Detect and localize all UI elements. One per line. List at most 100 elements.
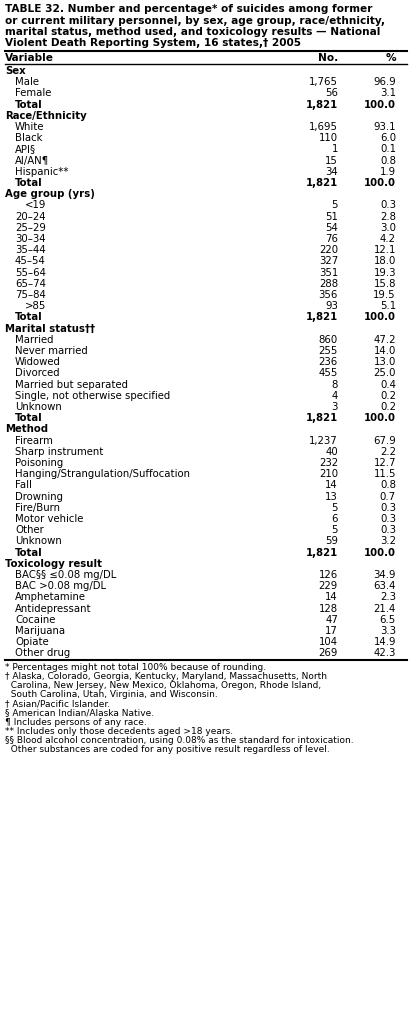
Text: 1,821: 1,821 bbox=[306, 414, 338, 424]
Text: Sharp instrument: Sharp instrument bbox=[15, 447, 103, 457]
Text: 40: 40 bbox=[325, 447, 338, 457]
Text: Carolina, New Jersey, New Mexico, Oklahoma, Oregon, Rhode Island,: Carolina, New Jersey, New Mexico, Oklaho… bbox=[5, 681, 321, 690]
Text: 14.0: 14.0 bbox=[374, 346, 396, 356]
Text: 20–24: 20–24 bbox=[15, 211, 46, 221]
Text: Marijuana: Marijuana bbox=[15, 626, 65, 636]
Text: † Alaska, Colorado, Georgia, Kentucky, Maryland, Massachusetts, North: † Alaska, Colorado, Georgia, Kentucky, M… bbox=[5, 672, 327, 681]
Text: 100.0: 100.0 bbox=[364, 548, 396, 558]
Text: Hanging/Strangulation/Suffocation: Hanging/Strangulation/Suffocation bbox=[15, 469, 190, 480]
Text: 126: 126 bbox=[319, 570, 338, 580]
Text: <19: <19 bbox=[25, 200, 47, 210]
Text: 6.5: 6.5 bbox=[380, 615, 396, 625]
Text: 110: 110 bbox=[319, 133, 338, 143]
Text: 93: 93 bbox=[325, 301, 338, 311]
Text: Firearm: Firearm bbox=[15, 436, 53, 446]
Text: South Carolina, Utah, Virginia, and Wisconsin.: South Carolina, Utah, Virginia, and Wisc… bbox=[5, 690, 218, 699]
Text: §§ Blood alcohol concentration, using 0.08% as the standard for intoxication.: §§ Blood alcohol concentration, using 0.… bbox=[5, 737, 353, 745]
Text: 55–64: 55–64 bbox=[15, 267, 46, 277]
Text: 54: 54 bbox=[325, 223, 338, 233]
Text: 236: 236 bbox=[319, 358, 338, 367]
Text: 104: 104 bbox=[319, 637, 338, 647]
Text: No.: No. bbox=[318, 53, 338, 63]
Text: 100.0: 100.0 bbox=[364, 178, 396, 188]
Text: 65–74: 65–74 bbox=[15, 278, 46, 289]
Text: 35–44: 35–44 bbox=[15, 245, 46, 255]
Text: 2.3: 2.3 bbox=[380, 592, 396, 602]
Text: 75–84: 75–84 bbox=[15, 290, 46, 300]
Text: 30–34: 30–34 bbox=[15, 234, 46, 244]
Text: 67.9: 67.9 bbox=[373, 436, 396, 446]
Text: Male: Male bbox=[15, 77, 39, 87]
Text: Married but separated: Married but separated bbox=[15, 380, 128, 389]
Text: 56: 56 bbox=[325, 88, 338, 99]
Text: † Asian/Pacific Islander.: † Asian/Pacific Islander. bbox=[5, 699, 110, 708]
Text: Never married: Never married bbox=[15, 346, 88, 356]
Text: BAC§§ ≤0.08 mg/DL: BAC§§ ≤0.08 mg/DL bbox=[15, 570, 116, 580]
Text: 1,821: 1,821 bbox=[306, 312, 338, 322]
Text: Age group (yrs): Age group (yrs) bbox=[5, 189, 95, 199]
Text: 1,237: 1,237 bbox=[309, 436, 338, 446]
Text: Unknown: Unknown bbox=[15, 402, 62, 412]
Text: 14.9: 14.9 bbox=[374, 637, 396, 647]
Text: Toxicology result: Toxicology result bbox=[5, 559, 102, 569]
Text: 34.9: 34.9 bbox=[374, 570, 396, 580]
Text: Fall: Fall bbox=[15, 481, 32, 491]
Text: 34: 34 bbox=[325, 167, 338, 177]
Text: 288: 288 bbox=[319, 278, 338, 289]
Text: Opiate: Opiate bbox=[15, 637, 49, 647]
Text: 229: 229 bbox=[319, 581, 338, 591]
Text: 0.3: 0.3 bbox=[380, 503, 396, 513]
Text: API§: API§ bbox=[15, 144, 36, 154]
Text: 25–29: 25–29 bbox=[15, 223, 46, 233]
Text: § American Indian/Alaska Native.: § American Indian/Alaska Native. bbox=[5, 708, 154, 717]
Text: 42.3: 42.3 bbox=[374, 648, 396, 658]
Text: 19.3: 19.3 bbox=[374, 267, 396, 277]
Text: 63.4: 63.4 bbox=[374, 581, 396, 591]
Text: 327: 327 bbox=[319, 256, 338, 266]
Text: 5: 5 bbox=[332, 200, 338, 210]
Text: 269: 269 bbox=[318, 648, 338, 658]
Text: 0.3: 0.3 bbox=[380, 525, 396, 535]
Text: 100.0: 100.0 bbox=[364, 312, 396, 322]
Text: 21.4: 21.4 bbox=[374, 604, 396, 614]
Text: 6.0: 6.0 bbox=[380, 133, 396, 143]
Text: 0.7: 0.7 bbox=[380, 492, 396, 502]
Text: Unknown: Unknown bbox=[15, 536, 62, 547]
Text: Total: Total bbox=[15, 178, 43, 188]
Text: Single, not otherwise specified: Single, not otherwise specified bbox=[15, 391, 170, 400]
Text: Total: Total bbox=[15, 100, 43, 110]
Text: 1,695: 1,695 bbox=[309, 122, 338, 132]
Text: 128: 128 bbox=[319, 604, 338, 614]
Text: * Percentages might not total 100% because of rounding.: * Percentages might not total 100% becau… bbox=[5, 662, 266, 672]
Text: 45–54: 45–54 bbox=[15, 256, 46, 266]
Text: 3.2: 3.2 bbox=[380, 536, 396, 547]
Text: Amphetamine: Amphetamine bbox=[15, 592, 86, 602]
Text: Married: Married bbox=[15, 335, 54, 344]
Text: 47: 47 bbox=[325, 615, 338, 625]
Text: 210: 210 bbox=[319, 469, 338, 480]
Text: Total: Total bbox=[15, 414, 43, 424]
Text: 6: 6 bbox=[332, 514, 338, 524]
Text: 13.0: 13.0 bbox=[374, 358, 396, 367]
Text: 76: 76 bbox=[325, 234, 338, 244]
Text: %: % bbox=[385, 53, 396, 63]
Text: 14: 14 bbox=[325, 592, 338, 602]
Text: 1,821: 1,821 bbox=[306, 100, 338, 110]
Text: Total: Total bbox=[15, 548, 43, 558]
Text: 18.0: 18.0 bbox=[374, 256, 396, 266]
Text: Hispanic**: Hispanic** bbox=[15, 167, 68, 177]
Text: 860: 860 bbox=[319, 335, 338, 344]
Text: Female: Female bbox=[15, 88, 52, 99]
Text: 0.8: 0.8 bbox=[380, 155, 396, 166]
Text: Other: Other bbox=[15, 525, 44, 535]
Text: White: White bbox=[15, 122, 44, 132]
Text: marital status, method used, and toxicology results — National: marital status, method used, and toxicol… bbox=[5, 27, 380, 37]
Text: Black: Black bbox=[15, 133, 42, 143]
Text: 5.1: 5.1 bbox=[380, 301, 396, 311]
Text: Cocaine: Cocaine bbox=[15, 615, 55, 625]
Text: 3: 3 bbox=[332, 402, 338, 412]
Text: Violent Death Reporting System, 16 states,† 2005: Violent Death Reporting System, 16 state… bbox=[5, 39, 301, 49]
Text: 0.4: 0.4 bbox=[380, 380, 396, 389]
Text: BAC >0.08 mg/DL: BAC >0.08 mg/DL bbox=[15, 581, 106, 591]
Text: 100.0: 100.0 bbox=[364, 100, 396, 110]
